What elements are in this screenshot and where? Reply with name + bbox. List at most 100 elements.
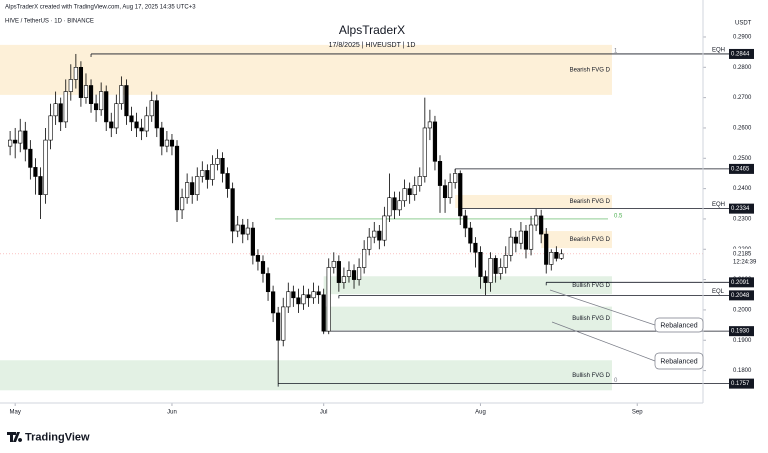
candle-body — [230, 188, 235, 232]
candle-body — [483, 276, 488, 283]
price-tag-label: 0.2334 — [731, 206, 750, 212]
y-tick-label: 0.2900 — [733, 35, 752, 41]
level-tag: EQL — [712, 289, 725, 295]
zone-label: Bullish FVG D — [572, 373, 610, 379]
annotation: Rebalanced — [660, 322, 697, 329]
candle-body — [306, 294, 311, 299]
zone-label: Bullish FVG D — [572, 283, 610, 289]
candle-body — [190, 182, 195, 195]
candle-body — [265, 273, 271, 293]
candle-body — [38, 176, 43, 195]
candle-body — [534, 215, 539, 226]
candle-body — [88, 85, 94, 104]
annotation: Rebalanced — [660, 358, 697, 365]
candle-body — [250, 227, 255, 256]
candle-body — [473, 242, 478, 253]
candle-body — [220, 157, 225, 174]
candle-body — [174, 145, 180, 211]
candle-body — [326, 267, 331, 332]
candle-body — [124, 85, 129, 117]
zone-label: Bearish FVG D — [570, 199, 611, 205]
annotation-arrow — [551, 321, 656, 362]
candle-body — [488, 258, 493, 283]
fvg-zone — [323, 276, 612, 295]
brand-logo: TradingView — [7, 431, 90, 443]
chart-subtitle: 17/8/2025 | HIVEUSDT | 1D — [329, 42, 416, 49]
candle-body — [286, 291, 291, 308]
chart-title: AlpsTraderX — [339, 23, 405, 37]
axes: 0.2900 0.2800 0.2700 0.2600 0.2500 0.2400 0.23… — [10, 35, 759, 416]
candle-body — [442, 185, 448, 199]
candle-body — [528, 224, 534, 250]
candle-body — [215, 157, 220, 165]
symbol: HIVE / TetherUS · 1D · BINANCE — [5, 19, 94, 25]
candle-body — [33, 167, 38, 177]
candle-body — [539, 215, 544, 235]
candle-body — [200, 170, 205, 177]
candle-body — [397, 200, 402, 211]
candle-body — [68, 79, 73, 92]
x-tick-label: Jul — [320, 410, 328, 416]
candle-body — [356, 267, 362, 280]
price-tag-label: 0.1930 — [731, 329, 750, 335]
candle-body — [134, 121, 139, 129]
candle-body — [114, 103, 119, 129]
candle-body — [8, 139, 13, 147]
fib-label: 0 — [614, 378, 618, 384]
candle-body — [99, 91, 104, 111]
candle-body — [331, 261, 336, 268]
price-tag-label: 0.2091 — [731, 280, 750, 286]
candle-body — [463, 215, 468, 229]
y-tick-label: 0.1900 — [733, 338, 752, 344]
candle-body — [508, 236, 513, 256]
candle-body — [53, 103, 58, 117]
candle-body — [149, 100, 154, 117]
candle-body — [93, 103, 99, 111]
candle-body — [260, 261, 266, 274]
candle-body — [83, 85, 89, 98]
candle-body — [235, 224, 240, 232]
candle-body — [119, 85, 124, 104]
fvg-zone — [0, 360, 612, 391]
candle-body — [407, 188, 412, 195]
y-axis-label: USDT — [735, 21, 752, 27]
candle-body — [109, 121, 114, 129]
price-tag-label: 0.2465 — [731, 166, 750, 172]
x-tick-label: Jun — [167, 410, 177, 416]
candle-body — [291, 291, 296, 299]
y-tick-label: 0.2300 — [733, 217, 752, 223]
fvg-zone — [455, 194, 612, 209]
candle-body — [559, 253, 564, 259]
candle-body — [58, 103, 63, 123]
candle-body — [432, 121, 438, 162]
zone-label: Bearish FVG D — [570, 237, 611, 243]
y-tick-label: 0.2000 — [733, 308, 752, 314]
y-tick-label: 0.2800 — [733, 65, 752, 71]
candle-body — [341, 276, 347, 283]
candle-body — [554, 252, 559, 259]
candle-body — [498, 267, 503, 274]
fib-label: 0.5 — [614, 214, 623, 220]
candle-body — [73, 67, 78, 80]
candle-body — [336, 261, 341, 283]
candle-body — [311, 291, 316, 299]
candle-body — [255, 255, 261, 262]
y-tick-label: 0.2500 — [733, 156, 752, 162]
candle-body — [316, 291, 321, 296]
candle-body — [169, 139, 175, 147]
candle-body — [185, 182, 190, 199]
levels: 10.50 — [0, 49, 729, 387]
price-tag — [729, 326, 754, 337]
candle-body — [523, 230, 529, 250]
candle-body — [422, 127, 427, 177]
candle-body — [382, 215, 387, 241]
candles — [8, 53, 564, 384]
candle-body — [296, 297, 301, 305]
y-tick-label: 0.2400 — [733, 186, 752, 192]
price-tag-label: 0.2048 — [731, 293, 750, 299]
candle-body — [448, 182, 453, 199]
candle-body — [78, 67, 84, 98]
candle-body — [18, 130, 23, 144]
zones: Bearish FVG D Bearish FVG D Bearish FVG D B… — [0, 44, 612, 391]
